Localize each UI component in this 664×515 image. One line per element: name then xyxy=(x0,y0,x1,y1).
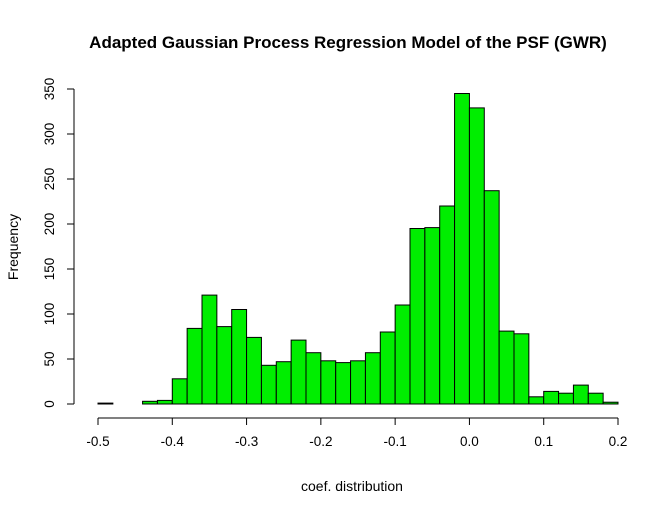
histogram-bar xyxy=(216,326,233,405)
x-tick-label: -0.2 xyxy=(309,434,332,449)
x-tick-label: -0.5 xyxy=(86,434,109,449)
histogram-bar xyxy=(543,390,560,405)
y-tick-label: 0 xyxy=(42,400,57,408)
x-tick-label: -0.3 xyxy=(235,434,258,449)
histogram-bar xyxy=(350,360,366,405)
y-tick-label: 150 xyxy=(42,258,57,281)
x-tick-label: 0.2 xyxy=(609,434,628,449)
histogram-bar xyxy=(454,93,470,405)
bars-group xyxy=(97,93,619,405)
x-tick-label: 0.0 xyxy=(460,434,479,449)
histogram-bar xyxy=(409,228,426,405)
x-axis: -0.5 -0.4 -0.3 -0.2 -0.1 0.0 0.1 0.2 xyxy=(86,417,628,449)
x-axis-label: coef. distribution xyxy=(301,478,403,494)
y-tick-label: 200 xyxy=(42,213,57,236)
chart-title: Adapted Gaussian Process Regression Mode… xyxy=(89,33,607,52)
histogram-bar xyxy=(379,331,396,405)
y-tick-label: 50 xyxy=(42,351,57,366)
histogram-bar xyxy=(305,352,322,405)
histogram-bar xyxy=(320,360,337,405)
y-axis-label: Frequency xyxy=(5,214,21,280)
y-tick-label: 100 xyxy=(42,303,57,326)
histogram-bar xyxy=(335,362,352,405)
histogram-bar xyxy=(186,327,203,405)
histogram-bar xyxy=(572,384,589,405)
x-tick-label: -0.1 xyxy=(384,434,407,449)
y-axis: 0 50 100 150 200 250 300 350 xyxy=(42,78,75,408)
histogram-bar xyxy=(394,304,411,405)
histogram-bar xyxy=(260,364,277,405)
y-tick-label: 300 xyxy=(42,123,57,146)
histogram-bar xyxy=(231,309,248,405)
histogram-bar xyxy=(246,336,262,405)
histogram-bar xyxy=(528,396,545,405)
histogram-bar xyxy=(201,294,218,405)
histogram-bar xyxy=(97,402,114,405)
histogram-bar xyxy=(275,361,292,405)
x-tick-label: -0.4 xyxy=(161,434,185,449)
histogram-bar xyxy=(156,399,173,405)
histogram-bar xyxy=(439,205,456,405)
histogram-bar xyxy=(602,401,619,405)
histogram-bar xyxy=(171,378,188,405)
histogram-bar xyxy=(142,400,158,405)
histogram-bar xyxy=(364,352,381,405)
histogram-bar xyxy=(587,392,604,405)
histogram-bar xyxy=(558,392,574,405)
histogram-bar xyxy=(498,330,515,405)
histogram-bar xyxy=(468,107,485,405)
histogram-bar xyxy=(290,339,307,405)
y-tick-label: 250 xyxy=(42,168,57,191)
histogram-bar xyxy=(483,190,500,405)
x-tick-label: 0.1 xyxy=(534,434,553,449)
histogram-bar xyxy=(513,333,530,405)
histogram-bar xyxy=(424,227,441,405)
y-tick-label: 350 xyxy=(42,78,57,101)
